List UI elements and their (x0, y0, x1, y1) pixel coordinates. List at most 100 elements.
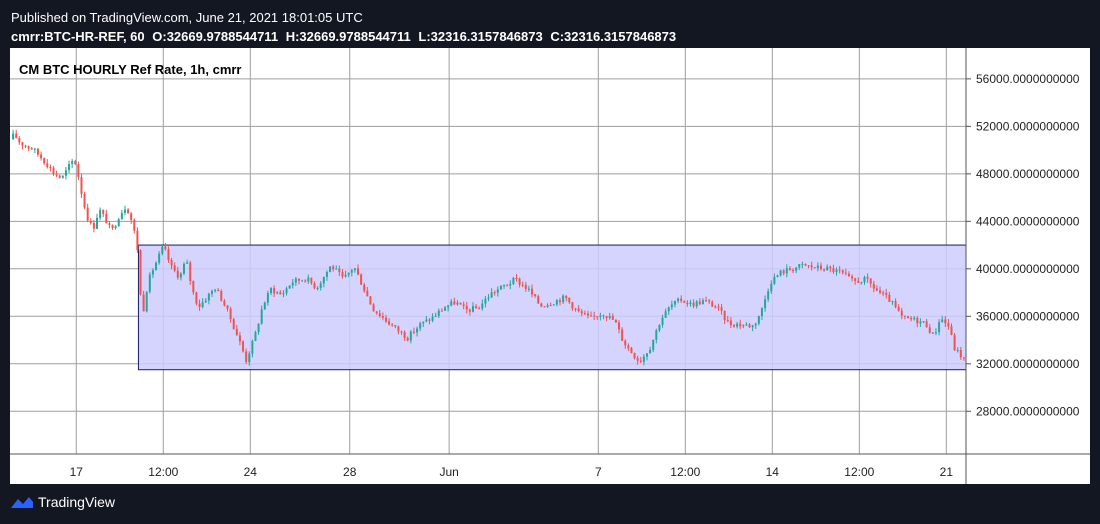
candle-body (583, 313, 586, 315)
candle-body (891, 301, 894, 303)
candle-body (686, 302, 689, 305)
candle-body (531, 288, 534, 295)
candle-body (52, 167, 55, 174)
candle-body (524, 284, 527, 289)
candle-body (310, 277, 313, 284)
candle-body (810, 265, 813, 268)
candle-body (649, 349, 652, 354)
candle-body (151, 270, 154, 275)
candle-body (192, 280, 195, 293)
candle-body (366, 290, 369, 297)
x-tick-label: 12:00 (844, 465, 874, 479)
candle-body (732, 325, 735, 327)
candle-body (33, 148, 36, 150)
candle-body (238, 335, 241, 342)
candle-body (347, 272, 350, 275)
candle-body (294, 278, 297, 283)
candle-body (391, 324, 394, 326)
candle-body (164, 246, 167, 250)
candle-body (350, 270, 353, 273)
candle-body (956, 349, 959, 351)
candle-body (12, 133, 15, 140)
x-tick-label: 24 (244, 465, 258, 479)
candle-body (400, 331, 403, 333)
candle-body (148, 274, 151, 292)
candle-body (170, 259, 173, 266)
candle-body (757, 316, 760, 324)
candle-body (928, 327, 931, 333)
x-tick-label: 12:00 (670, 465, 700, 479)
candle-body (214, 290, 217, 292)
candle-body (444, 307, 447, 311)
candle-body (179, 273, 182, 278)
candles (12, 129, 965, 366)
candle-body (133, 219, 136, 231)
candle-body (223, 300, 226, 306)
candle-body (801, 263, 804, 265)
candle-body (434, 315, 437, 317)
candle-body (381, 316, 384, 318)
candle-body (459, 302, 462, 305)
price-chart[interactable]: 56000.0000000000 52000.0000000000 48000.00… (10, 48, 1090, 484)
candle-body (882, 292, 885, 294)
candle-body (618, 322, 621, 330)
candle-body (562, 295, 565, 303)
candle-body (462, 304, 465, 306)
candle-body (456, 302, 459, 305)
candle-body (139, 250, 142, 295)
candle-body (658, 324, 661, 331)
candle-body (512, 277, 515, 284)
candle-body (869, 278, 872, 284)
candle-body (282, 293, 285, 295)
candle-body (611, 316, 614, 320)
candle-body (68, 164, 71, 171)
candle-body (807, 265, 810, 267)
candle-body (332, 266, 335, 270)
candle-body (916, 317, 919, 324)
candle-body (198, 303, 201, 308)
candle-body (938, 322, 941, 333)
range-box-layer (137, 244, 967, 371)
candle-body (384, 317, 387, 322)
candle-body (885, 292, 888, 295)
candle-body (537, 296, 540, 304)
candle-body (739, 323, 742, 327)
candle-body (353, 268, 356, 271)
candle-body (580, 311, 583, 314)
ohlc-line: cmrr:BTC-HR-REF, 60 O:32669.9788544711 H… (11, 29, 680, 44)
candle-body (74, 161, 77, 165)
candle-body (36, 148, 39, 155)
candle-body (568, 297, 571, 303)
candle-body (226, 305, 229, 309)
candle-body (540, 303, 543, 307)
candle-body (86, 207, 89, 221)
candle-body (717, 306, 720, 308)
candle-body (919, 321, 922, 324)
candle-body (195, 292, 198, 304)
candle-body (888, 294, 891, 302)
candle-body (838, 269, 841, 271)
candle-body (422, 321, 425, 324)
candle-body (102, 210, 105, 214)
candle-body (220, 291, 223, 301)
candle-body (692, 302, 695, 307)
open-value: O:32669.9788544711 (152, 29, 279, 44)
candle-body (558, 300, 561, 303)
candle-body (645, 353, 648, 357)
candle-body (158, 253, 161, 263)
candle-body (565, 295, 568, 298)
candle-body (478, 308, 481, 310)
candle-body (599, 315, 602, 317)
candle-body (673, 300, 676, 305)
candle-body (15, 133, 18, 139)
candle-body (105, 213, 108, 224)
chart-area[interactable]: 56000.0000000000 52000.0000000000 48000.00… (10, 48, 1090, 484)
candle-body (397, 326, 400, 332)
candle-body (217, 290, 220, 292)
candle-body (795, 267, 798, 271)
candle-body (189, 262, 192, 281)
candle-body (518, 278, 521, 285)
high-value: H:32669.9788544711 (285, 29, 411, 44)
candle-body (534, 294, 537, 297)
symbol-label: cmrr:BTC-HR-REF, 60 (11, 29, 145, 44)
